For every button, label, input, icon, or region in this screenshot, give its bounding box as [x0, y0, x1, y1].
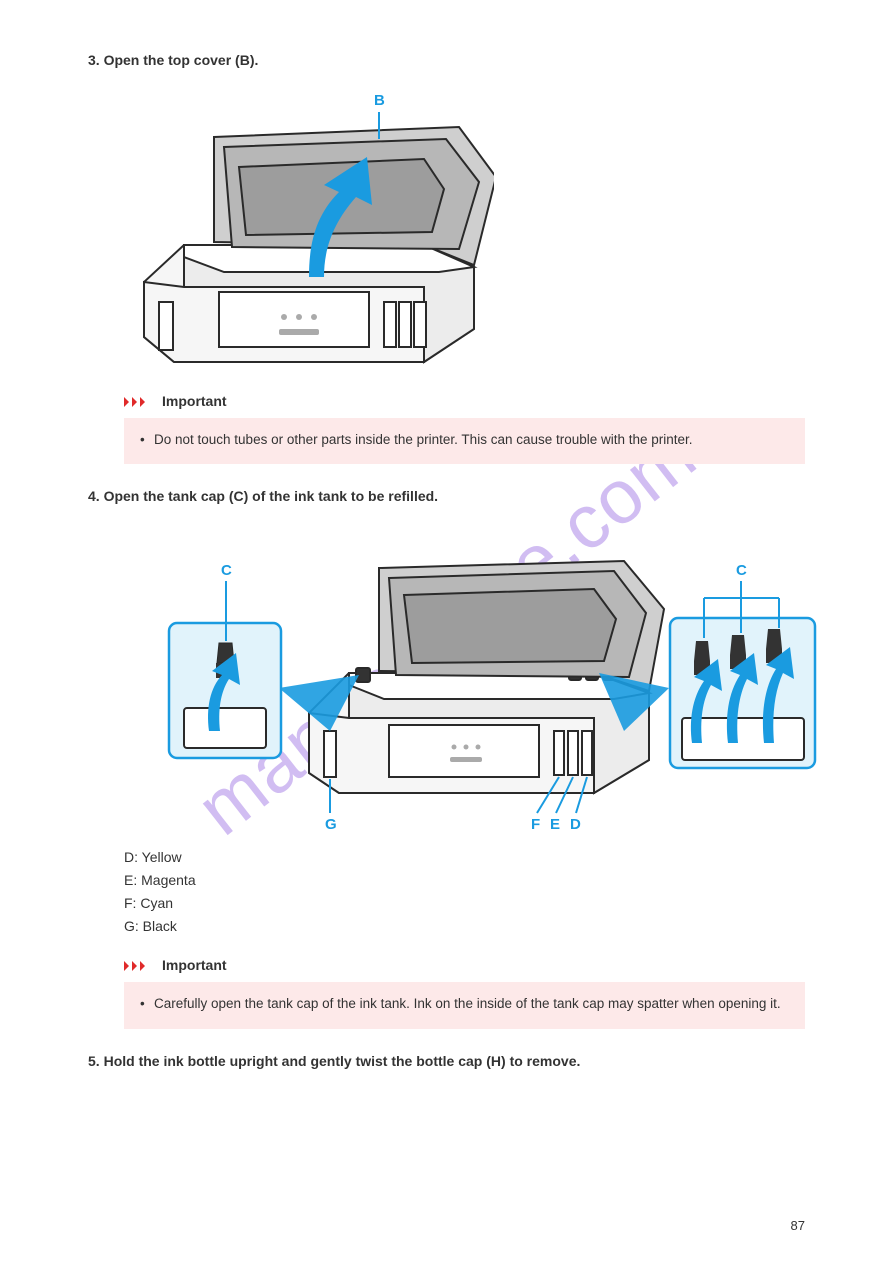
- legend-e: E: Magenta: [124, 870, 805, 891]
- step-3: 3. Open the top cover (B).: [88, 50, 805, 464]
- important-2-item: Carefully open the tank cap of the ink t…: [140, 994, 789, 1014]
- important-2: Important Carefully open the tank cap of…: [124, 955, 805, 1028]
- label-b: B: [374, 92, 385, 109]
- label-c-right: C: [736, 562, 747, 579]
- figure-step4: C: [124, 513, 805, 833]
- legend-step4: D: Yellow E: Magenta F: Cyan G: Black: [124, 847, 805, 937]
- label-d: D: [570, 816, 581, 833]
- label-f: F: [531, 816, 540, 833]
- legend-d: D: Yellow: [124, 847, 805, 868]
- step-3-marker: 3. Open the top cover (B).: [88, 50, 805, 71]
- legend-g: G: Black: [124, 916, 805, 937]
- chevron-icon: [124, 960, 154, 972]
- legend-f: F: Cyan: [124, 893, 805, 914]
- step-5-marker: 5. Hold the ink bottle upright and gentl…: [88, 1051, 805, 1072]
- figure-step3: B: [124, 77, 805, 377]
- page-number: 87: [791, 1216, 805, 1236]
- page-content: 3. Open the top cover (B).: [0, 0, 893, 1118]
- important-label: Important: [162, 391, 227, 412]
- important-1-body: Do not touch tubes or other parts inside…: [124, 418, 805, 464]
- step-4: 4. Open the tank cap (C) of the ink tank…: [88, 486, 805, 1028]
- label-e: E: [550, 816, 560, 833]
- important-2-body: Carefully open the tank cap of the ink t…: [124, 982, 805, 1028]
- important-1-item: Do not touch tubes or other parts inside…: [140, 430, 789, 450]
- label-g: G: [325, 816, 337, 833]
- important-1: Important Do not touch tubes or other pa…: [124, 391, 805, 464]
- printer-open-icon: [309, 668, 649, 793]
- step-4-marker: 4. Open the tank cap (C) of the ink tank…: [88, 486, 805, 507]
- chevron-icon: [124, 396, 154, 408]
- label-c-left: C: [221, 562, 232, 579]
- important-label: Important: [162, 955, 227, 976]
- step-5: 5. Hold the ink bottle upright and gentl…: [88, 1051, 805, 1072]
